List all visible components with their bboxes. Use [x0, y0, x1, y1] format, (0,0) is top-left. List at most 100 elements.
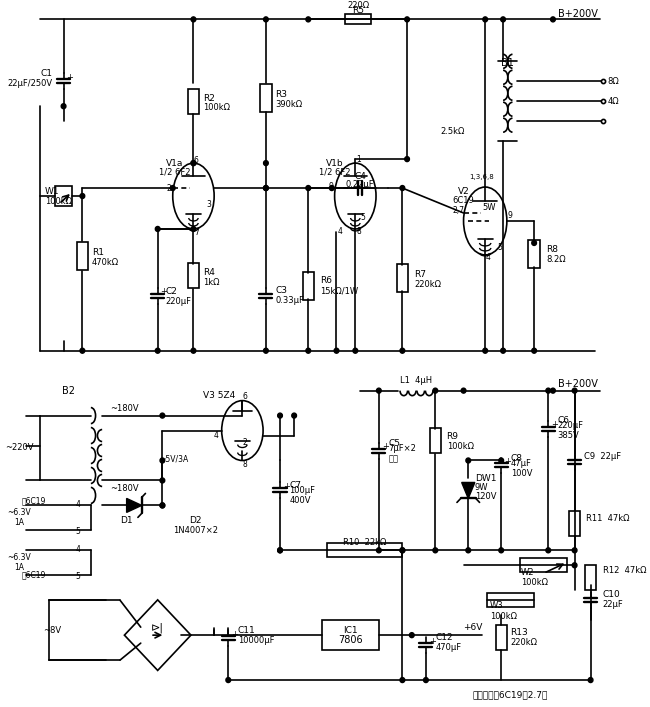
- Text: 4: 4: [75, 500, 80, 509]
- Circle shape: [572, 388, 577, 393]
- Text: R9: R9: [447, 432, 459, 441]
- Text: 1/2 6F2: 1/2 6F2: [319, 168, 350, 177]
- Text: 9: 9: [328, 182, 333, 191]
- Text: 9: 9: [507, 211, 512, 221]
- Circle shape: [263, 185, 268, 191]
- Text: 220μF: 220μF: [165, 298, 191, 306]
- Text: 6C19: 6C19: [452, 196, 474, 204]
- Text: 7μF×2
油浸: 7μF×2 油浸: [388, 444, 416, 463]
- Text: 100kΩ: 100kΩ: [203, 103, 230, 112]
- Circle shape: [410, 633, 414, 638]
- Text: D1: D1: [120, 516, 133, 525]
- Text: C11: C11: [238, 626, 255, 635]
- Text: C6: C6: [558, 416, 569, 425]
- Circle shape: [191, 349, 196, 354]
- Text: 220kΩ: 220kΩ: [415, 281, 441, 289]
- Text: R2: R2: [203, 94, 215, 103]
- Text: 470kΩ: 470kΩ: [92, 258, 119, 267]
- Text: W2
100kΩ: W2 100kΩ: [521, 568, 548, 587]
- Text: 100μF
400V: 100μF 400V: [289, 486, 315, 505]
- Circle shape: [278, 548, 282, 553]
- Text: +: +: [161, 287, 168, 296]
- Text: C10: C10: [603, 590, 621, 599]
- Text: 1: 1: [356, 155, 361, 163]
- Circle shape: [499, 548, 504, 553]
- Text: +: +: [382, 442, 389, 451]
- Text: D2: D2: [189, 516, 202, 525]
- Text: 390kΩ: 390kΩ: [276, 100, 302, 109]
- Text: 100kΩ: 100kΩ: [447, 442, 474, 451]
- Bar: [188, 264, 199, 288]
- Text: 5: 5: [75, 572, 80, 580]
- Text: 1N4007×2: 1N4007×2: [173, 526, 218, 535]
- Text: C8: C8: [511, 454, 523, 463]
- Text: 4: 4: [486, 253, 491, 262]
- Text: R5: R5: [352, 6, 364, 15]
- Text: ~8V: ~8V: [43, 626, 61, 635]
- Text: R11  47kΩ: R11 47kΩ: [586, 514, 629, 523]
- Circle shape: [155, 226, 160, 231]
- Text: 5: 5: [360, 214, 365, 223]
- Circle shape: [306, 17, 311, 22]
- Text: 7: 7: [194, 228, 199, 238]
- Circle shape: [572, 563, 577, 568]
- Circle shape: [263, 185, 268, 191]
- Text: 4: 4: [338, 228, 343, 236]
- Text: 4: 4: [75, 545, 80, 554]
- Text: V1b: V1b: [326, 158, 343, 168]
- Circle shape: [160, 503, 164, 508]
- Text: 8.2Ω: 8.2Ω: [547, 255, 566, 264]
- Text: B+200V: B+200V: [558, 9, 597, 19]
- Text: +: +: [429, 636, 436, 645]
- Text: L1  4μH: L1 4μH: [400, 376, 432, 385]
- Circle shape: [433, 388, 437, 393]
- Text: R3: R3: [276, 90, 287, 99]
- Circle shape: [483, 349, 488, 354]
- Circle shape: [400, 185, 405, 191]
- Circle shape: [278, 548, 282, 553]
- Text: 10000μF: 10000μF: [238, 636, 274, 645]
- Text: 0.22μF: 0.22μF: [346, 180, 374, 189]
- Circle shape: [433, 548, 437, 553]
- Text: 22μF/250V: 22μF/250V: [7, 78, 52, 88]
- Text: W3
100kΩ: W3 100kΩ: [490, 602, 517, 621]
- Circle shape: [532, 349, 536, 354]
- Text: 470μF: 470μF: [436, 643, 461, 652]
- Bar: [188, 89, 199, 114]
- Text: 120V: 120V: [475, 492, 497, 501]
- Text: ~6.3V
1A: ~6.3V 1A: [7, 508, 31, 527]
- Circle shape: [466, 548, 471, 553]
- Text: W1: W1: [45, 187, 59, 196]
- Text: C1: C1: [40, 69, 52, 78]
- Text: +: +: [231, 630, 238, 638]
- Text: V1a: V1a: [166, 158, 183, 168]
- Text: +: +: [283, 482, 290, 491]
- Circle shape: [551, 388, 555, 393]
- Circle shape: [424, 677, 428, 682]
- Text: 22μF: 22μF: [603, 600, 623, 609]
- Circle shape: [500, 349, 506, 354]
- Circle shape: [405, 17, 410, 22]
- Circle shape: [500, 17, 506, 22]
- Circle shape: [170, 185, 175, 191]
- Circle shape: [588, 677, 593, 682]
- Text: B1: B1: [501, 58, 514, 69]
- Text: 1/2 6F2: 1/2 6F2: [159, 168, 190, 177]
- Text: 8: 8: [243, 460, 248, 469]
- Circle shape: [551, 17, 555, 22]
- Circle shape: [263, 349, 268, 354]
- Text: C4: C4: [354, 172, 366, 180]
- Circle shape: [376, 388, 381, 393]
- Text: 2: 2: [243, 438, 248, 447]
- Circle shape: [546, 548, 551, 553]
- Text: 0.33μF: 0.33μF: [276, 296, 304, 305]
- Bar: [322, 620, 379, 650]
- Circle shape: [160, 458, 164, 463]
- Text: 100kΩ: 100kΩ: [45, 197, 72, 206]
- Text: ~180V: ~180V: [111, 484, 139, 493]
- Circle shape: [292, 413, 296, 418]
- Circle shape: [191, 160, 196, 165]
- Text: +: +: [504, 457, 511, 466]
- Text: ⊳|: ⊳|: [151, 623, 164, 633]
- Bar: [396, 264, 408, 292]
